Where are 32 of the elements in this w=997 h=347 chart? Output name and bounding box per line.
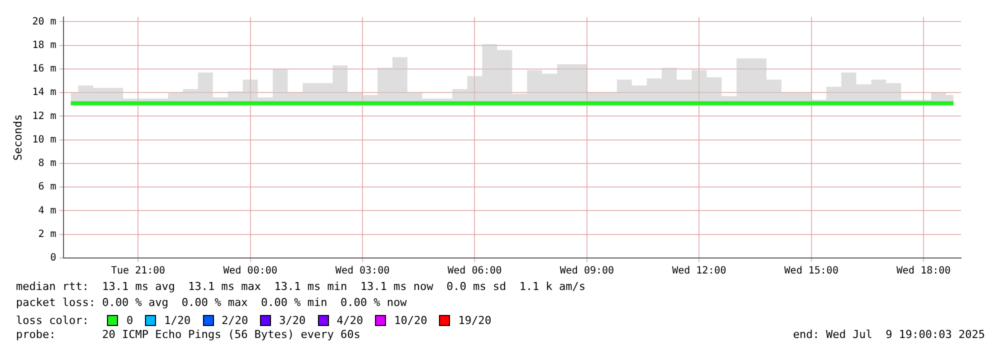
text: probe: 20 ICMP Echo Pings (56 Bytes) every 60s	[16, 328, 360, 343]
legend-label: 4/20	[336, 314, 364, 326]
x-tick-label: Wed 18:00	[896, 266, 951, 277]
legend-label: 1/20	[164, 314, 191, 326]
y-tick-label: 16 m	[32, 64, 56, 75]
y-tick-label: 14 m	[32, 87, 56, 98]
legend-label: 10/20	[394, 314, 428, 326]
y-tick-label: 10 m	[32, 134, 56, 146]
y-tick-label: 8 m	[38, 158, 56, 170]
y-tick-label: 4 m	[38, 205, 56, 216]
legend-title: loss color:	[16, 314, 90, 326]
y-tick-label: 0	[50, 252, 56, 264]
y-tick-label: 12 m	[32, 110, 56, 122]
x-tick-label: Wed 00:00	[223, 266, 278, 277]
text: median rtt: 13.1 ms avg 13.1 ms max 13.1 ms min 13.1 ms now 0.0 ms sd 1.1 k am/s	[16, 280, 587, 295]
y-axis-title: Seconds	[11, 114, 24, 161]
text: end: Wed Jul 9 19:00:03 2025	[792, 328, 985, 343]
x-tick-label: Wed 03:00	[335, 266, 390, 277]
x-tick-label: Tue 21:00	[111, 266, 166, 277]
x-tick-label: Wed 06:00	[448, 266, 502, 277]
legend-label: 3/20	[279, 314, 306, 326]
x-tick-label: Wed 12:00	[672, 266, 726, 277]
y-tick-label: 6 m	[38, 182, 56, 193]
legend-label: 2/20	[222, 314, 248, 326]
x-tick-label: Wed 09:00	[560, 266, 614, 277]
y-tick-label: 20 m	[32, 16, 56, 28]
y-tick-label: 18 m	[32, 40, 56, 51]
y-tick-label: 2 m	[38, 228, 56, 240]
x-tick-label: Wed 15:00	[784, 266, 838, 277]
legend-label: 0	[126, 314, 134, 326]
text: packet loss: 0.00 % avg 0.00 % max 0.00 % min 0.00 % now	[16, 296, 408, 311]
legend-label: 19/20	[458, 314, 492, 326]
